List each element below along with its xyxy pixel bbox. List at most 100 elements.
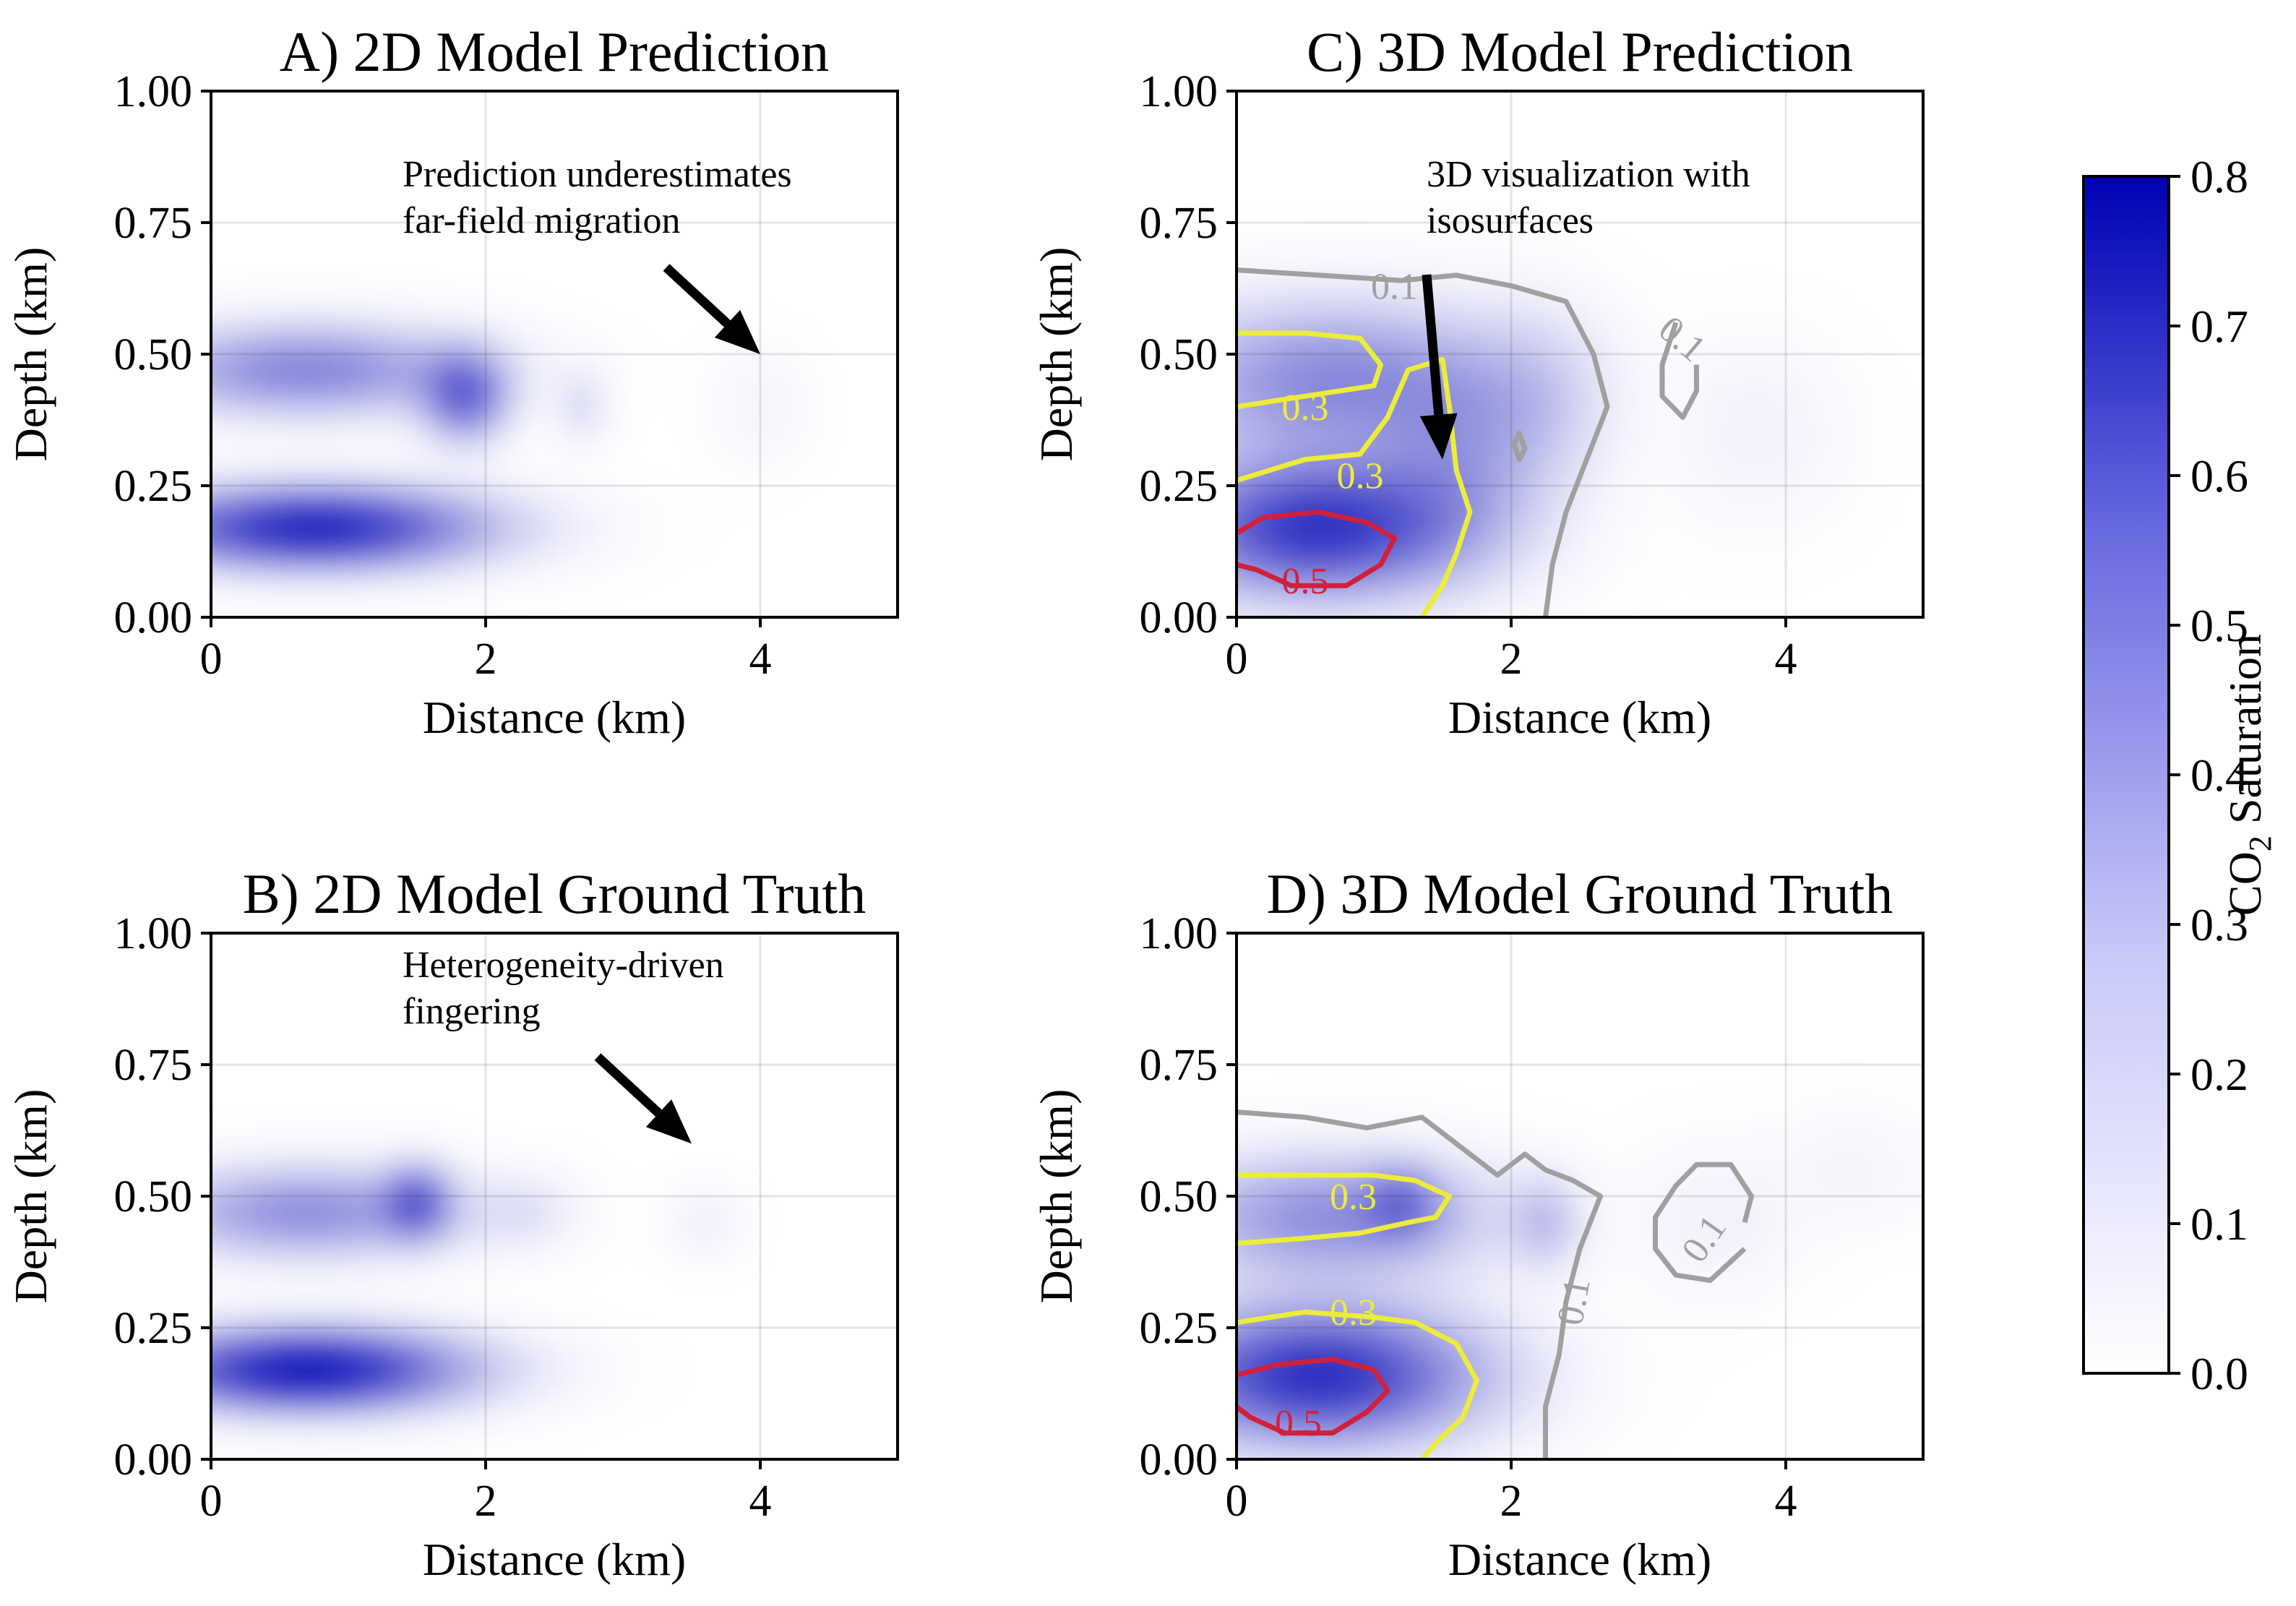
x-tick-label: 4 bbox=[1775, 1477, 1797, 1526]
x-tick-label: 2 bbox=[1500, 1477, 1523, 1526]
annotation: Heterogeneity-driven fingering bbox=[403, 945, 724, 1144]
y-tick-label: 0.50 bbox=[114, 1172, 193, 1221]
y-tick-label: 1.00 bbox=[114, 909, 193, 958]
y-tick-label: 0.00 bbox=[114, 1435, 193, 1485]
contour-label: 0.3 bbox=[1282, 387, 1329, 429]
colorbar-tick-label: 0.2 bbox=[2190, 1049, 2248, 1100]
annotation: 3D visualization with isosurfaces bbox=[1419, 154, 1750, 460]
annotation-arrow bbox=[594, 1053, 662, 1117]
contour-label: 0.5 bbox=[1282, 561, 1329, 602]
panel-title: C) 3D Model Prediction bbox=[1307, 20, 1853, 83]
y-tick-label: 0.75 bbox=[1140, 199, 1218, 248]
x-tick-label: 2 bbox=[475, 1477, 497, 1526]
x-tick-label: 2 bbox=[475, 635, 497, 684]
annotation-arrowhead bbox=[645, 1099, 692, 1144]
colorbar: 0.0 0.1 0.2 0.3 0.4 0.5 0.6 0.7 0.8 CO2 Saturatio… bbox=[2082, 151, 2278, 1399]
y-tick-label: 0.25 bbox=[114, 1304, 193, 1353]
x-tick-label: 0 bbox=[200, 1477, 223, 1526]
colorbar-label-prefix: CO bbox=[2219, 851, 2271, 916]
x-axis-label: Distance (km) bbox=[423, 1534, 686, 1585]
heatmap-d bbox=[1237, 933, 1923, 1459]
panel-title: D) 3D Model Ground Truth bbox=[1267, 862, 1893, 925]
y-tick-label: 0.25 bbox=[1140, 1304, 1218, 1353]
x-tick-label: 4 bbox=[749, 635, 772, 684]
heatmap-b bbox=[211, 933, 898, 1459]
x-tick-label: 4 bbox=[1775, 635, 1797, 684]
contour-label: 0.1 bbox=[1371, 266, 1418, 307]
colorbar-label-suffix: Saturation bbox=[2219, 634, 2271, 836]
annotation-text: 3D visualization with bbox=[1427, 154, 1750, 195]
contour-line bbox=[1236, 267, 1610, 618]
y-tick-label: 0.00 bbox=[1140, 1435, 1218, 1485]
y-axis-label: Depth (km) bbox=[1031, 247, 1082, 462]
y-tick-label: 1.00 bbox=[1140, 909, 1218, 958]
colorbar-tick-label: 0.8 bbox=[2190, 151, 2248, 202]
contour-line bbox=[1236, 1172, 1452, 1246]
y-tick-label: 0.00 bbox=[1140, 593, 1218, 643]
contour-label: 0.3 bbox=[1337, 455, 1384, 497]
x-tick-label: 4 bbox=[749, 1477, 772, 1526]
annotation-arrowhead bbox=[1419, 413, 1458, 460]
contour-line bbox=[1236, 1309, 1479, 1461]
panel-d: 0.10.10.30.30.50 2 40.000.250.500.751.00D)… bbox=[1031, 862, 1925, 1585]
panel-title: A) 2D Model Prediction bbox=[280, 20, 829, 83]
annotation-text: fingering bbox=[403, 991, 541, 1032]
y-tick-label: 1.00 bbox=[114, 67, 193, 116]
contour-line bbox=[1653, 1161, 1754, 1283]
annotation-text: isosurfaces bbox=[1427, 200, 1594, 241]
contour-line bbox=[1235, 509, 1397, 588]
y-tick-label: 0.75 bbox=[114, 199, 193, 248]
y-axis-label: Depth (km) bbox=[5, 247, 56, 462]
x-tick-label: 0 bbox=[200, 635, 223, 684]
y-tick-label: 0.50 bbox=[114, 330, 193, 379]
x-tick-label: 2 bbox=[1500, 635, 1523, 684]
contour-label: 0.5 bbox=[1275, 1403, 1322, 1444]
colorbar-tick-label: 0.0 bbox=[2190, 1348, 2248, 1399]
contour-line bbox=[1236, 1109, 1603, 1459]
colorbar-tick-label: 0.5 bbox=[2190, 600, 2248, 651]
contour-label: 0.3 bbox=[1330, 1177, 1377, 1218]
y-tick-label: 0.75 bbox=[114, 1041, 193, 1090]
colorbar-tick-label: 0.3 bbox=[2190, 899, 2248, 950]
annotation-arrow bbox=[1422, 274, 1444, 416]
y-tick-label: 0.50 bbox=[1140, 330, 1218, 379]
x-axis-label: Distance (km) bbox=[1448, 692, 1711, 743]
y-tick-label: 0.25 bbox=[114, 462, 193, 511]
heatmap-c bbox=[1237, 91, 1923, 617]
annotation-arrowhead bbox=[714, 309, 760, 354]
panel-a: 0 2 4 0.00 0.25 0.50 0.75 1.00 A) 2D Model Predi… bbox=[5, 20, 899, 743]
y-tick-label: 1.00 bbox=[1140, 67, 1218, 116]
contour-label: 0.1 bbox=[1549, 1275, 1598, 1328]
annotation: Prediction underestimates far-field migra… bbox=[403, 154, 792, 354]
contour-label: 0.3 bbox=[1330, 1292, 1377, 1334]
colorbar-tick-label: 0.6 bbox=[2190, 450, 2248, 502]
contour-line bbox=[1236, 330, 1383, 410]
y-tick-label: 0.75 bbox=[1140, 1041, 1218, 1090]
y-tick-label: 0.00 bbox=[114, 593, 193, 643]
annotation-text: Heterogeneity-driven bbox=[403, 945, 724, 986]
panel-b: 0 2 4 0.00 0.25 0.50 0.75 1.00 B) 2D Model Groun… bbox=[5, 862, 899, 1585]
colorbar-tick-label: 0.1 bbox=[2190, 1198, 2248, 1250]
panel-c: 0.10.10.30.30.50 2 40.000.250.500.751.00C)… bbox=[1031, 20, 1925, 743]
y-axis-label: Depth (km) bbox=[1031, 1089, 1082, 1304]
contour-line bbox=[1235, 356, 1473, 619]
annotation-text: Prediction underestimates bbox=[403, 154, 792, 195]
y-axis-label: Depth (km) bbox=[5, 1089, 56, 1304]
colorbar-tick-label: 0.4 bbox=[2190, 750, 2248, 801]
x-axis-label: Distance (km) bbox=[423, 692, 686, 743]
heatmap-a bbox=[211, 91, 898, 617]
x-tick-label: 0 bbox=[1226, 635, 1248, 684]
x-tick-label: 0 bbox=[1226, 1477, 1248, 1526]
contour-line bbox=[1234, 1357, 1390, 1436]
annotation-arrow bbox=[663, 264, 731, 327]
colorbar-label-sub: 2 bbox=[2243, 836, 2278, 851]
x-axis-label: Distance (km) bbox=[1448, 1534, 1711, 1585]
colorbar-label: CO2 Saturation bbox=[2219, 634, 2278, 916]
panel-title: B) 2D Model Ground Truth bbox=[243, 862, 866, 925]
y-tick-label: 0.25 bbox=[1140, 462, 1218, 511]
colorbar-tick-label: 0.7 bbox=[2190, 301, 2248, 352]
contour-line bbox=[1659, 322, 1699, 420]
contour-line bbox=[1511, 430, 1528, 463]
colorbar-gradient bbox=[2082, 175, 2170, 1375]
